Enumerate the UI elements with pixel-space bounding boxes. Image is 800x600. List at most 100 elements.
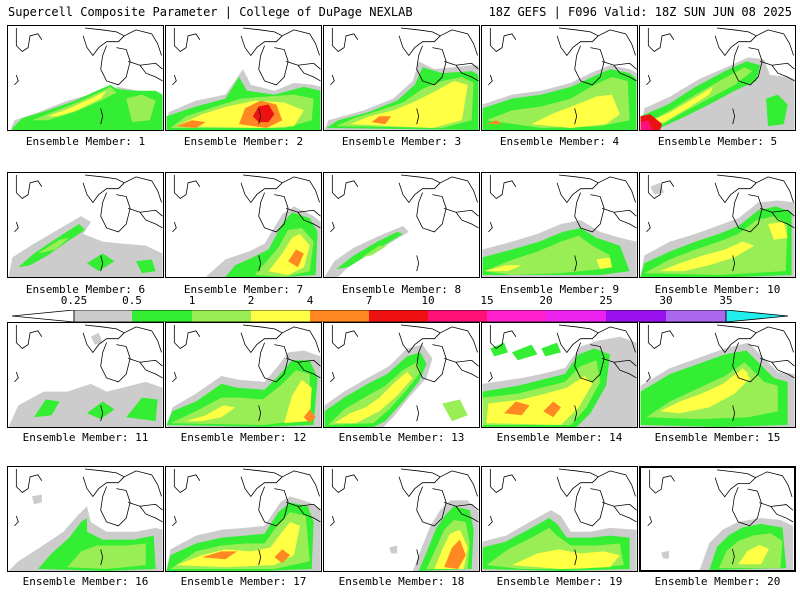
member-caption-4: Ensemble Member: 4 (499, 135, 620, 148)
coastline-outline (331, 324, 359, 350)
coastline-outline (286, 207, 321, 217)
coastline-outline (124, 29, 162, 56)
map-panel-15 (639, 322, 796, 428)
coastline-outline (556, 324, 599, 354)
colorbar-label: 10 (421, 294, 435, 307)
member-caption-14: Ensemble Member: 14 (496, 431, 623, 444)
map-panel-8 (323, 172, 480, 278)
colorbar-swatch (428, 310, 487, 322)
coastline-outline (124, 470, 162, 497)
member-caption-17: Ensemble Member: 17 (180, 575, 307, 588)
colorbar-swatch (12, 310, 75, 322)
state-line (258, 108, 262, 125)
map-panel-3 (323, 25, 480, 131)
coastline-outline (330, 515, 335, 527)
coastline-outline (331, 468, 359, 494)
coastline-outline (100, 192, 131, 233)
coastline-outline (714, 174, 757, 204)
coastline-outline (489, 468, 517, 494)
coastline-outline (488, 515, 493, 527)
coastline-outline (258, 45, 289, 86)
coastline-outline (489, 27, 517, 53)
coastline-outline (756, 29, 794, 56)
map-panel-11 (7, 322, 164, 428)
coastline-outline (286, 60, 321, 70)
colorbar-label: 0.25 (60, 294, 88, 307)
map-panel-1 (7, 25, 164, 131)
coastline-outline (173, 174, 201, 200)
coastline-outline (444, 207, 479, 217)
coastline-outline (82, 468, 125, 498)
coastline-outline (82, 174, 125, 204)
colorbar-label: 7 (365, 294, 373, 307)
member-caption-12: Ensemble Member: 12 (180, 431, 307, 444)
coastline-outline (602, 207, 637, 217)
coastline-outline (330, 371, 335, 383)
coastline-outline (15, 27, 43, 53)
coastline-outline (173, 27, 201, 53)
colorbar: 0.25 0.5 1 2 4 7 10 15 20 25 30 35 (12, 294, 788, 324)
state-line (258, 549, 262, 566)
coastline-outline (755, 471, 793, 497)
coastline-outline (331, 27, 359, 53)
colorbar-label: 30 (659, 294, 673, 307)
state-line (574, 549, 578, 566)
member-caption-13: Ensemble Member: 13 (338, 431, 465, 444)
coastline-outline (139, 212, 163, 229)
member-caption-1: Ensemble Member: 1 (25, 135, 146, 148)
state-line (258, 405, 262, 422)
page-title: Supercell Composite Parameter | College … (8, 5, 413, 19)
member-caption-18: Ensemble Member: 18 (338, 575, 465, 588)
map-panel-12 (165, 322, 322, 428)
coastline-outline (258, 486, 289, 527)
coastline-outline (173, 324, 201, 350)
coastline-outline (297, 362, 321, 379)
coastline-outline (128, 60, 163, 70)
colorbar-label: 4 (306, 294, 314, 307)
map-11 (8, 324, 163, 427)
coastline-outline (489, 174, 517, 200)
map-panel-20 (639, 466, 796, 572)
colorbar-swatch (251, 310, 310, 322)
coastline-outline (455, 506, 479, 523)
coastline-outline (128, 501, 163, 511)
coastline-outline (240, 324, 283, 354)
coastline-outline (488, 371, 493, 383)
coastline-outline (128, 357, 163, 367)
map-2 (166, 27, 321, 130)
colorbar-label: 20 (539, 294, 553, 307)
coastline-outline (598, 176, 636, 203)
state-line (416, 549, 420, 566)
coastline-outline (455, 65, 479, 82)
coastline-outline (647, 515, 653, 527)
coastline-outline (771, 362, 795, 379)
coastline-outline (444, 501, 479, 511)
colorbar-swatch (487, 310, 546, 322)
coastline-outline (556, 174, 599, 204)
coastline-outline (574, 192, 605, 233)
colorbar-swatch (666, 310, 726, 322)
coastline-outline (756, 326, 794, 353)
colorbar-swatch (725, 310, 788, 322)
coastline-outline (100, 342, 131, 383)
map-16 (8, 468, 163, 571)
map-4 (482, 27, 637, 130)
coastline-outline (82, 27, 125, 57)
coastline-outline (771, 212, 795, 229)
coastline-outline (258, 192, 289, 233)
coastline-outline (556, 468, 599, 498)
state-line (100, 405, 104, 422)
state-line (100, 108, 104, 125)
coastline-outline (440, 470, 478, 497)
coastline-outline (398, 468, 441, 498)
member-caption-9: Ensemble Member: 9 (499, 283, 620, 296)
coastline-outline (574, 342, 605, 383)
coastline-outline (440, 176, 478, 203)
coastline-outline (14, 515, 19, 527)
coastline-outline (173, 468, 201, 494)
coastline-outline (416, 45, 447, 86)
coastline-outline (139, 506, 163, 523)
coastline-outline (444, 357, 479, 367)
state-line (100, 255, 104, 272)
coastline-outline (455, 212, 479, 229)
